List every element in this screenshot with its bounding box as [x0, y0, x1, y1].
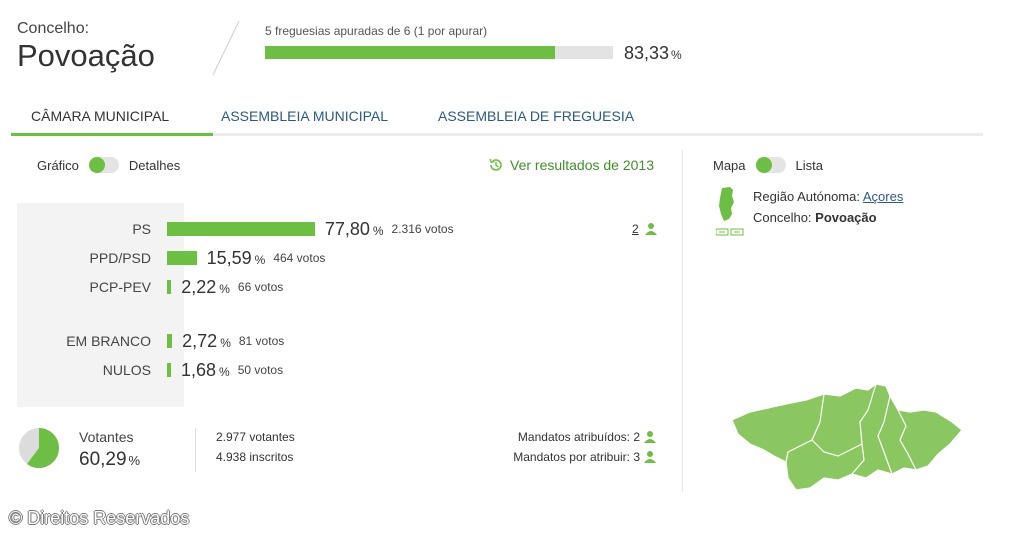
- person-icon: [644, 451, 656, 463]
- council-name: Povoação: [815, 210, 877, 225]
- party-bar-ps: [167, 222, 315, 236]
- municipality-map[interactable]: [728, 382, 964, 494]
- tab-bar: CÂMARA MUNICIPAL ASSEMBLEIA MUNICIPAL AS…: [11, 100, 983, 136]
- progress-bar: [265, 46, 613, 59]
- party-percent: 77,80%: [324, 218, 384, 239]
- region-link[interactable]: Açores: [862, 189, 904, 204]
- page-title: Povoação: [17, 38, 155, 73]
- view-toggle-row: Gráfico Detalhes: [37, 157, 180, 173]
- party-name: PCP-PEV: [89, 279, 151, 295]
- turnout-pie-slice: [26, 428, 59, 468]
- party-votes: 81 votos: [238, 334, 285, 348]
- ps-seats-link[interactable]: 2: [632, 222, 658, 236]
- mandates-pending: Mandatos por atribuir: 3: [513, 450, 657, 464]
- party-percent: 15,59%: [206, 247, 266, 268]
- turnout-label: Votantes: [79, 429, 134, 445]
- party-name: EM BRANCO: [66, 333, 151, 349]
- party-name: PPD/PSD: [89, 250, 151, 266]
- party-name: PS: [132, 221, 151, 237]
- toggle-label-chart: Gráfico: [37, 157, 79, 173]
- header-divider: [212, 20, 240, 76]
- toggle-label-details: Detalhes: [128, 157, 181, 173]
- map-list-toggle[interactable]: [755, 157, 786, 173]
- history-icon: [489, 158, 502, 171]
- party-bar-pcp-pev: [167, 280, 172, 294]
- toggle-knob: [755, 157, 772, 173]
- party-percent: 1,68%: [181, 359, 230, 380]
- progress-fill: [265, 46, 555, 59]
- turnout-pie-chart: [19, 428, 59, 468]
- party-bar-ppd-psd: [167, 251, 197, 265]
- progress-percent: 83,33%: [624, 43, 682, 63]
- region-line: Região Autónoma: Açores: [753, 189, 904, 204]
- party-row-pcp-pev: PCP-PEV 2,22% 66 votos: [17, 276, 284, 298]
- toggle-label-map: Mapa: [713, 157, 746, 173]
- previous-results-link[interactable]: Ver resultados de 2013: [488, 157, 654, 173]
- tab-camara-municipal[interactable]: CÂMARA MUNICIPAL: [31, 108, 170, 124]
- party-row-ps: PS 77,80% 2.316 votos: [17, 218, 454, 240]
- registered-count: 4.938 inscritos: [216, 450, 294, 464]
- voters-count: 2.977 votantes: [216, 430, 295, 444]
- party-name: NULOS: [102, 362, 151, 378]
- progress-caption: 5 freguesias apuradas de 6 (1 por apurar…: [265, 24, 488, 38]
- mandates-assigned: Mandatos atribuídos: 2: [518, 430, 657, 444]
- party-percent: 2,72%: [182, 330, 231, 351]
- party-votes: 2.316 votos: [391, 222, 454, 236]
- turnout-divider: [195, 428, 196, 472]
- view-toggle[interactable]: [88, 157, 119, 173]
- party-percent: 2,22%: [181, 276, 230, 297]
- toggle-label-list: Lista: [795, 157, 823, 173]
- copyright-notice: © Direitos Reservados: [9, 508, 190, 528]
- portugal-locator-map[interactable]: [716, 186, 746, 238]
- party-row-ppd-psd: PPD/PSD 15,59% 464 votos: [17, 247, 326, 269]
- party-row-nulos: NULOS 1,68% 50 votos: [17, 359, 283, 381]
- party-votes: 50 votos: [237, 363, 284, 377]
- council-label: Concelho:: [17, 20, 90, 37]
- party-bar-nulos: [167, 363, 171, 377]
- person-icon: [644, 431, 656, 443]
- active-tab-indicator: [11, 133, 213, 136]
- party-labels-panel: [17, 203, 184, 407]
- party-votes: 464 votos: [273, 251, 326, 265]
- tab-assembleia-freguesia[interactable]: ASSEMBLEIA DE FREGUESIA: [438, 108, 635, 124]
- party-votes: 66 votos: [237, 280, 284, 294]
- party-row-em-branco: EM BRANCO 2,72% 81 votos: [17, 330, 284, 352]
- map-toggle-row: Mapa Lista: [713, 157, 823, 173]
- tab-assembleia-municipal[interactable]: ASSEMBLEIA MUNICIPAL: [221, 108, 389, 124]
- turnout-percent: 60,29%: [79, 449, 141, 470]
- party-bar-em-branco: [167, 334, 173, 348]
- council-line: Concelho: Povoação: [753, 210, 877, 225]
- column-divider: [682, 150, 683, 492]
- toggle-knob: [88, 157, 105, 173]
- person-icon: [644, 223, 657, 235]
